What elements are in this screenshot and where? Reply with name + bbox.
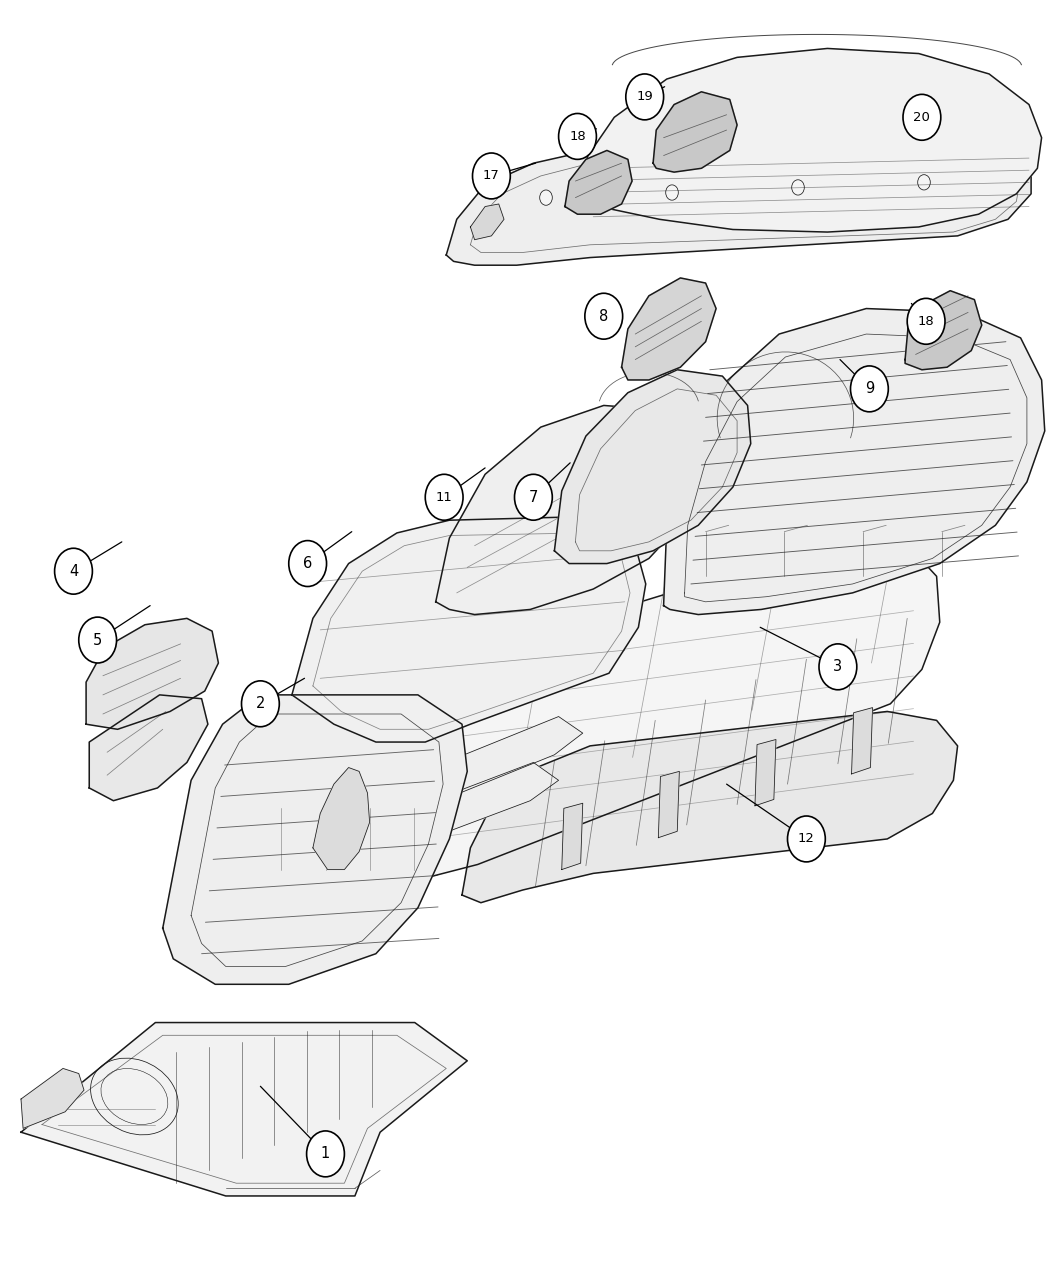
- Text: 8: 8: [600, 309, 608, 324]
- Text: 5: 5: [93, 632, 102, 648]
- Polygon shape: [470, 204, 504, 240]
- Polygon shape: [89, 695, 208, 801]
- Text: 17: 17: [483, 170, 500, 182]
- Circle shape: [540, 190, 552, 205]
- Polygon shape: [852, 708, 873, 774]
- Text: 3: 3: [834, 659, 842, 674]
- Circle shape: [585, 293, 623, 339]
- Text: 9: 9: [865, 381, 874, 397]
- Circle shape: [819, 644, 857, 690]
- Circle shape: [289, 541, 327, 587]
- Text: 19: 19: [636, 91, 653, 103]
- Circle shape: [514, 474, 552, 520]
- Circle shape: [425, 474, 463, 520]
- Polygon shape: [436, 405, 706, 615]
- Polygon shape: [905, 291, 982, 370]
- Text: 20: 20: [914, 111, 930, 124]
- Circle shape: [626, 74, 664, 120]
- Circle shape: [792, 180, 804, 195]
- Text: 1: 1: [321, 1146, 330, 1162]
- Polygon shape: [658, 771, 679, 838]
- Polygon shape: [554, 370, 751, 564]
- Polygon shape: [292, 516, 646, 742]
- Circle shape: [666, 185, 678, 200]
- Circle shape: [850, 366, 888, 412]
- Polygon shape: [565, 150, 632, 214]
- Circle shape: [242, 681, 279, 727]
- Polygon shape: [622, 278, 716, 380]
- Polygon shape: [313, 768, 370, 870]
- Text: 6: 6: [303, 556, 312, 571]
- Polygon shape: [86, 618, 218, 729]
- Polygon shape: [653, 92, 737, 172]
- Text: 11: 11: [436, 491, 453, 504]
- Circle shape: [307, 1131, 344, 1177]
- Circle shape: [788, 816, 825, 862]
- Text: 12: 12: [798, 833, 815, 845]
- Polygon shape: [562, 803, 583, 870]
- Text: 7: 7: [529, 490, 538, 505]
- Circle shape: [55, 548, 92, 594]
- Circle shape: [472, 153, 510, 199]
- Polygon shape: [21, 1068, 84, 1128]
- Circle shape: [907, 298, 945, 344]
- Polygon shape: [433, 717, 583, 793]
- Polygon shape: [575, 48, 1042, 232]
- Text: 18: 18: [918, 315, 935, 328]
- Text: 2: 2: [256, 696, 265, 711]
- Polygon shape: [664, 309, 1045, 615]
- Polygon shape: [21, 1023, 467, 1196]
- Text: 18: 18: [569, 130, 586, 143]
- Text: 4: 4: [69, 564, 78, 579]
- Polygon shape: [462, 711, 958, 903]
- Polygon shape: [376, 538, 940, 877]
- Polygon shape: [446, 128, 1031, 265]
- Polygon shape: [755, 740, 776, 806]
- Circle shape: [903, 94, 941, 140]
- Polygon shape: [404, 762, 559, 839]
- Circle shape: [79, 617, 117, 663]
- Circle shape: [559, 113, 596, 159]
- Polygon shape: [163, 695, 467, 984]
- Circle shape: [918, 175, 930, 190]
